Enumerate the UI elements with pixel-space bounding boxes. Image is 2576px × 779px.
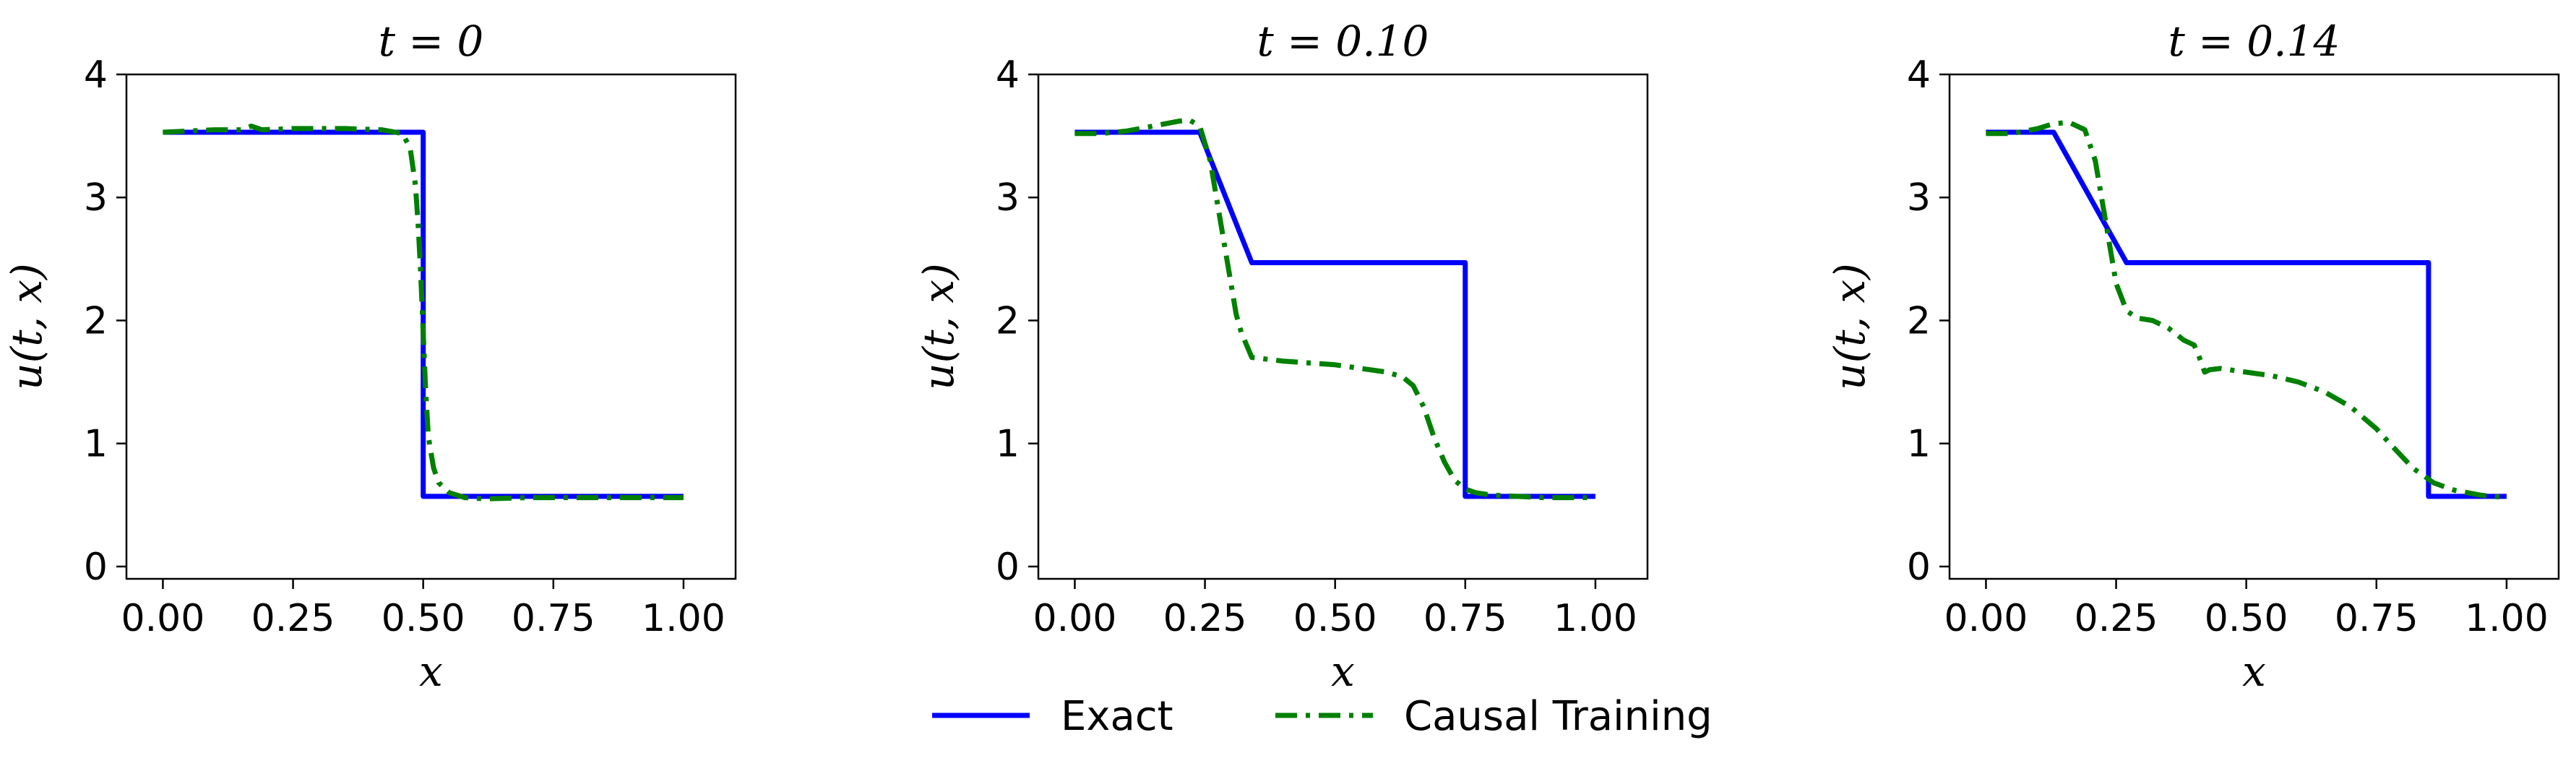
- x-tick-label: 0.25: [2075, 597, 2158, 640]
- x-tick-label: 0.00: [121, 597, 205, 640]
- y-axis-label: u(t, x): [2, 263, 51, 390]
- x-axis-label: x: [1331, 647, 1355, 696]
- x-tick-label: 0.00: [1944, 597, 2028, 640]
- x-tick-label: 0.25: [251, 597, 335, 640]
- x-axis-label: x: [419, 647, 443, 696]
- x-tick-label: 0.50: [2205, 597, 2288, 640]
- series-line-causal-training: [163, 124, 684, 502]
- y-tick-label: 1: [1907, 423, 1931, 466]
- y-tick-label: 4: [1907, 53, 1931, 97]
- axes-frame: [125, 73, 737, 580]
- subplot-1: 0.00 0.25 0.50 0.75 1.00 0 1 2 3 4 t = 0.10 x u(t, x…: [914, 17, 1649, 696]
- x-axis-label: x: [2242, 647, 2266, 696]
- subplot-title: t = 0.10: [1257, 17, 1429, 66]
- y-axis-label: u(t, x): [1825, 263, 1874, 390]
- y-tick-label: 1: [84, 423, 108, 466]
- axes-frame: [1037, 73, 1649, 580]
- y-tick-label: 0: [84, 546, 108, 589]
- y-tick-label: 0: [996, 546, 1020, 589]
- y-axis-label: u(t, x): [914, 263, 963, 390]
- subplot-2: 0.00 0.25 0.50 0.75 1.00 0 1 2 3 4 t = 0.14 x u(t, x…: [1825, 17, 2560, 696]
- legend-label-exact: Exact: [1061, 693, 1173, 740]
- y-tick-label: 2: [1907, 299, 1931, 343]
- x-tick-label: 1.00: [642, 597, 725, 640]
- x-tick-label: 0.50: [382, 597, 465, 640]
- y-tick-label: 4: [996, 53, 1020, 97]
- legend: Exact Causal Training: [932, 693, 1713, 740]
- y-tick-label: 4: [84, 53, 108, 97]
- series-line-exact: [1986, 129, 2507, 499]
- series-line-causal-training: [1986, 119, 2507, 501]
- x-tick-label: 0.00: [1033, 597, 1117, 640]
- x-tick-label: 0.75: [2335, 597, 2418, 640]
- y-tick-label: 3: [84, 176, 108, 220]
- x-tick-label: 1.00: [2465, 597, 2549, 640]
- x-tick-label: 0.75: [512, 597, 595, 640]
- x-tick-label: 1.00: [1554, 597, 1637, 640]
- legend-label-causal-training: Causal Training: [1404, 693, 1713, 740]
- subplot-title: t = 0: [379, 17, 484, 66]
- y-tick-label: 3: [996, 176, 1020, 220]
- x-tick-label: 0.50: [1293, 597, 1377, 640]
- subplot-title: t = 0.14: [2168, 17, 2340, 66]
- x-tick-label: 0.25: [1163, 597, 1247, 640]
- x-tick-label: 0.75: [1423, 597, 1507, 640]
- subplot-0: 0.00 0.25 0.50 0.75 1.00 0 1 2 3 4 t = 0 x u(t, x): [2, 17, 737, 696]
- y-tick-label: 2: [996, 299, 1020, 343]
- series-line-exact: [1074, 129, 1595, 499]
- y-tick-label: 0: [1907, 546, 1931, 589]
- axes-frame: [1948, 73, 2560, 580]
- y-tick-label: 1: [996, 423, 1020, 466]
- series-line-causal-training: [1074, 117, 1595, 501]
- y-tick-label: 3: [1907, 176, 1931, 220]
- y-tick-label: 2: [84, 299, 108, 343]
